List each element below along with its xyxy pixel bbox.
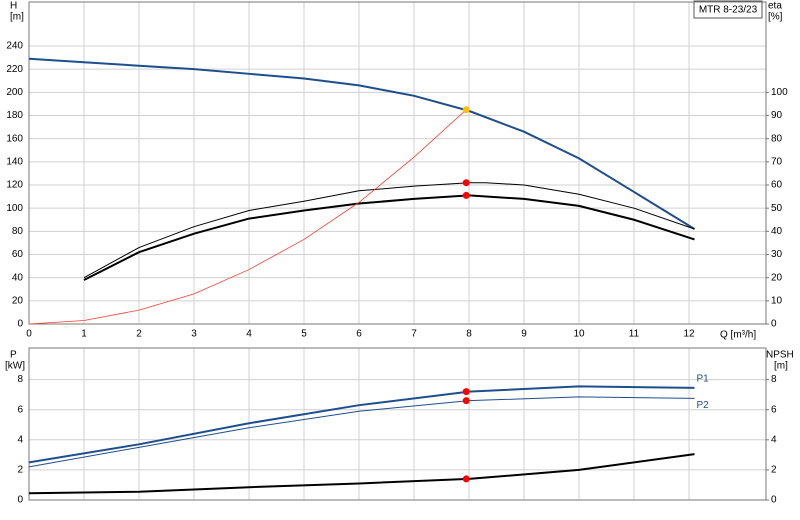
y2-tick-label: 8 <box>771 374 777 385</box>
point <box>462 106 470 114</box>
point <box>462 475 470 483</box>
y2-tick-label: 80 <box>771 133 783 144</box>
x-tick-label: 8 <box>466 329 472 340</box>
y2-unit: [%] <box>768 12 783 23</box>
point <box>462 397 470 405</box>
x-tick-label: 2 <box>136 329 142 340</box>
x-tick-label: 0 <box>26 329 32 340</box>
y-tick-label: 100 <box>6 203 23 214</box>
y2-tick-label: 90 <box>771 110 783 121</box>
x-tick-label: 1 <box>81 329 87 340</box>
y2-tick-label: 6 <box>771 404 777 415</box>
y-tick-label: 20 <box>12 295 24 306</box>
y-tick-label: 60 <box>12 249 24 260</box>
point <box>462 179 470 187</box>
y2-tick-label: 0 <box>771 495 777 506</box>
point <box>462 191 470 199</box>
curve <box>28 109 467 325</box>
chart-title: MTR 8-23/23 <box>699 5 758 16</box>
y2-tick-label: 50 <box>771 203 783 214</box>
y2-label: NPSH <box>766 350 794 361</box>
y2-tick-label: 2 <box>771 465 777 476</box>
y-tick-label: 160 <box>6 133 23 144</box>
point <box>462 388 470 396</box>
y2-tick-label: 60 <box>771 180 783 191</box>
y2-tick-label: 4 <box>771 434 777 445</box>
x-tick-label: 3 <box>191 329 197 340</box>
curve <box>28 396 695 468</box>
curve <box>83 194 695 281</box>
curve <box>28 453 695 495</box>
y-tick-label: 80 <box>12 226 24 237</box>
x-tick-label: 4 <box>246 329 252 340</box>
series-label: P1 <box>697 374 710 385</box>
plot-frame <box>28 1 767 325</box>
y-unit: [kW] <box>5 361 25 372</box>
y-tick-label: 0 <box>17 495 23 506</box>
x-tick-label: 6 <box>356 329 362 340</box>
y-tick-label: 40 <box>12 272 24 283</box>
x-tick-label: 10 <box>573 329 585 340</box>
x-tick-label: 12 <box>683 329 695 340</box>
y-tick-label: 140 <box>6 156 23 167</box>
y2-tick-label: 70 <box>771 156 783 167</box>
y2-label: eta <box>768 1 782 12</box>
y2-tick-label: 0 <box>771 319 777 330</box>
y2-tick-label: 40 <box>771 226 783 237</box>
y2-unit: [m] <box>774 361 788 372</box>
y-tick-label: 0 <box>17 319 23 330</box>
y-tick-label: 120 <box>6 180 23 191</box>
y-tick-label: 200 <box>6 87 23 98</box>
x-tick-label: 7 <box>411 329 417 340</box>
curve <box>28 57 696 230</box>
x-label: Q [m³/h] <box>720 330 756 341</box>
y2-tick-label: 20 <box>771 272 783 283</box>
series-label: P2 <box>697 400 710 411</box>
y-tick-label: 6 <box>17 404 23 415</box>
y2-tick-label: 100 <box>771 87 788 98</box>
y2-tick-label: 30 <box>771 249 783 260</box>
y-label: H <box>10 1 17 12</box>
x-tick-label: 9 <box>521 329 527 340</box>
y2-tick-label: 10 <box>771 295 783 306</box>
y-tick-label: 220 <box>6 64 23 75</box>
x-tick-label: 5 <box>301 329 307 340</box>
y-tick-label: 240 <box>6 41 23 52</box>
y-tick-label: 2 <box>17 465 23 476</box>
plot-frame <box>28 347 767 501</box>
title-box <box>693 0 763 19</box>
curve <box>83 182 695 279</box>
x-tick-label: 11 <box>629 329 640 340</box>
y-tick-label: 8 <box>17 374 23 385</box>
curve <box>28 385 695 464</box>
y-tick-label: 180 <box>6 110 23 121</box>
y-tick-label: 4 <box>17 434 23 445</box>
y-unit: [m] <box>10 12 24 23</box>
y-label: P <box>10 350 17 361</box>
